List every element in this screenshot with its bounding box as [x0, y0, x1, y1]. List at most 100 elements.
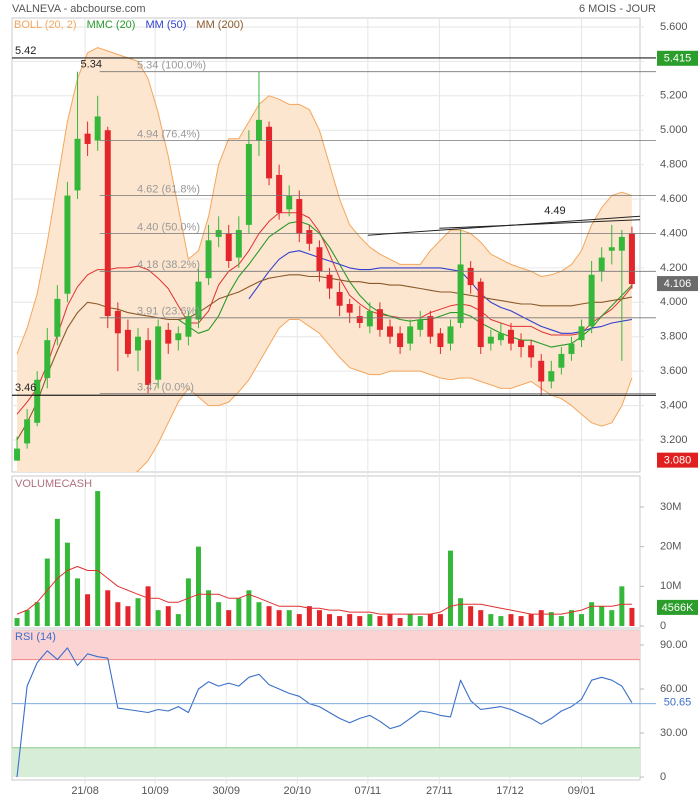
x-tick-label: 27/11	[426, 785, 453, 797]
fib-label: 3.47 (0.0%)	[137, 381, 194, 393]
volume-bar	[629, 607, 635, 627]
volume-bar	[357, 616, 363, 627]
price-badge-label: 3.080	[664, 455, 692, 467]
chart-subtitle: 6 MOIS - JOUR	[579, 3, 656, 15]
volume-bar	[478, 610, 484, 627]
chart-title: VALNEVA - abcbourse.com	[12, 3, 146, 15]
volume-bar	[407, 614, 413, 627]
price-badge	[657, 599, 698, 615]
trend-line	[439, 219, 641, 229]
volume-bar	[115, 602, 121, 627]
volume-bar	[14, 618, 20, 627]
volume-bar	[447, 550, 453, 627]
volume-bar	[195, 546, 201, 627]
moving-average	[248, 250, 632, 334]
y-tick-label: 5.600	[660, 21, 688, 33]
x-tick-label: 17/12	[496, 785, 524, 797]
candle-body	[628, 233, 635, 285]
panel-plot	[14, 47, 635, 472]
volume-bar	[568, 610, 574, 627]
volume-bar	[589, 602, 595, 627]
y-tick-label: 5.000	[660, 124, 688, 136]
volume-bar	[367, 614, 373, 627]
volume-bar	[337, 616, 343, 627]
volume-bar	[427, 614, 433, 627]
volume-bar	[347, 614, 353, 627]
candle-body	[578, 326, 585, 341]
price-badge	[657, 276, 698, 292]
candle-body	[538, 360, 545, 382]
x-tick-label: 20/10	[284, 785, 312, 797]
y-tick-label: 0	[660, 620, 666, 632]
y-tick-label: 10M	[660, 580, 681, 592]
candle-body	[407, 326, 414, 344]
candle-body	[205, 240, 212, 279]
candle-body	[437, 333, 444, 348]
volume-bar	[206, 590, 212, 627]
volume-bar	[105, 590, 111, 627]
panel-title: RSI (14)	[15, 631, 56, 643]
y-tick-label: 4.800	[660, 159, 688, 171]
candle-body	[336, 291, 343, 306]
candle-body	[417, 319, 424, 330]
volume-bar	[488, 614, 494, 627]
y-tick-label: 30.00	[660, 727, 688, 739]
x-tick-label: 10/09	[141, 785, 169, 797]
candle-body	[74, 138, 81, 191]
candle-body	[124, 329, 131, 354]
fib-label: 3.91 (23.6%)	[137, 306, 200, 318]
candle-body	[195, 281, 202, 320]
y-tick-label: 3.800	[660, 331, 688, 343]
volume-bar	[135, 598, 141, 627]
volume-bar	[498, 616, 504, 627]
volume-bar	[306, 606, 312, 627]
volume-bar	[34, 602, 40, 627]
panel-plot	[14, 491, 635, 627]
candle-body	[104, 130, 111, 317]
rsi-zone	[12, 630, 640, 660]
y-tick-label: 4.400	[660, 227, 688, 239]
volume-bar	[417, 616, 423, 627]
volume-bar	[54, 518, 60, 627]
candle-body	[14, 448, 21, 461]
level-label: 5.42	[15, 45, 36, 57]
y-tick-label: 3.400	[660, 399, 688, 411]
candle-body	[24, 419, 31, 444]
volume-bar	[387, 614, 393, 627]
candle-body	[608, 247, 615, 251]
volume-bar	[296, 614, 302, 627]
volume-bar	[165, 606, 171, 627]
candle-body	[296, 199, 303, 234]
moving-average	[16, 274, 632, 441]
volume-bar	[558, 616, 564, 627]
volume-bar	[85, 594, 91, 627]
volume-average	[16, 566, 632, 615]
annotation: 4.49	[544, 205, 565, 217]
price-badge-label: 50.65	[664, 697, 692, 709]
candle-body	[114, 310, 121, 334]
volume-bar	[75, 578, 81, 627]
candle-body	[447, 326, 454, 344]
volume-bar	[216, 602, 222, 627]
candle-body	[44, 340, 51, 379]
volume-bar	[579, 614, 585, 627]
volume-bar	[44, 558, 50, 627]
candle-body	[245, 143, 252, 225]
rsi-line	[16, 647, 633, 778]
candle-body	[618, 236, 625, 251]
volume-bar	[518, 616, 524, 627]
candle-body	[145, 340, 152, 385]
volume-bar	[528, 614, 534, 627]
candle-body	[477, 281, 484, 348]
y-tick-label: 3.600	[660, 365, 688, 377]
volume-bar	[397, 618, 403, 627]
candle-body	[175, 333, 182, 341]
bollinger-upper	[16, 47, 633, 355]
fib-label: 4.40 (50.0%)	[137, 221, 200, 233]
volume-bar	[619, 586, 625, 627]
volume-bar	[246, 590, 252, 627]
volume-bar	[437, 614, 443, 627]
candle-body	[356, 316, 363, 323]
fib-label: 4.62 (61.8%)	[137, 184, 200, 196]
